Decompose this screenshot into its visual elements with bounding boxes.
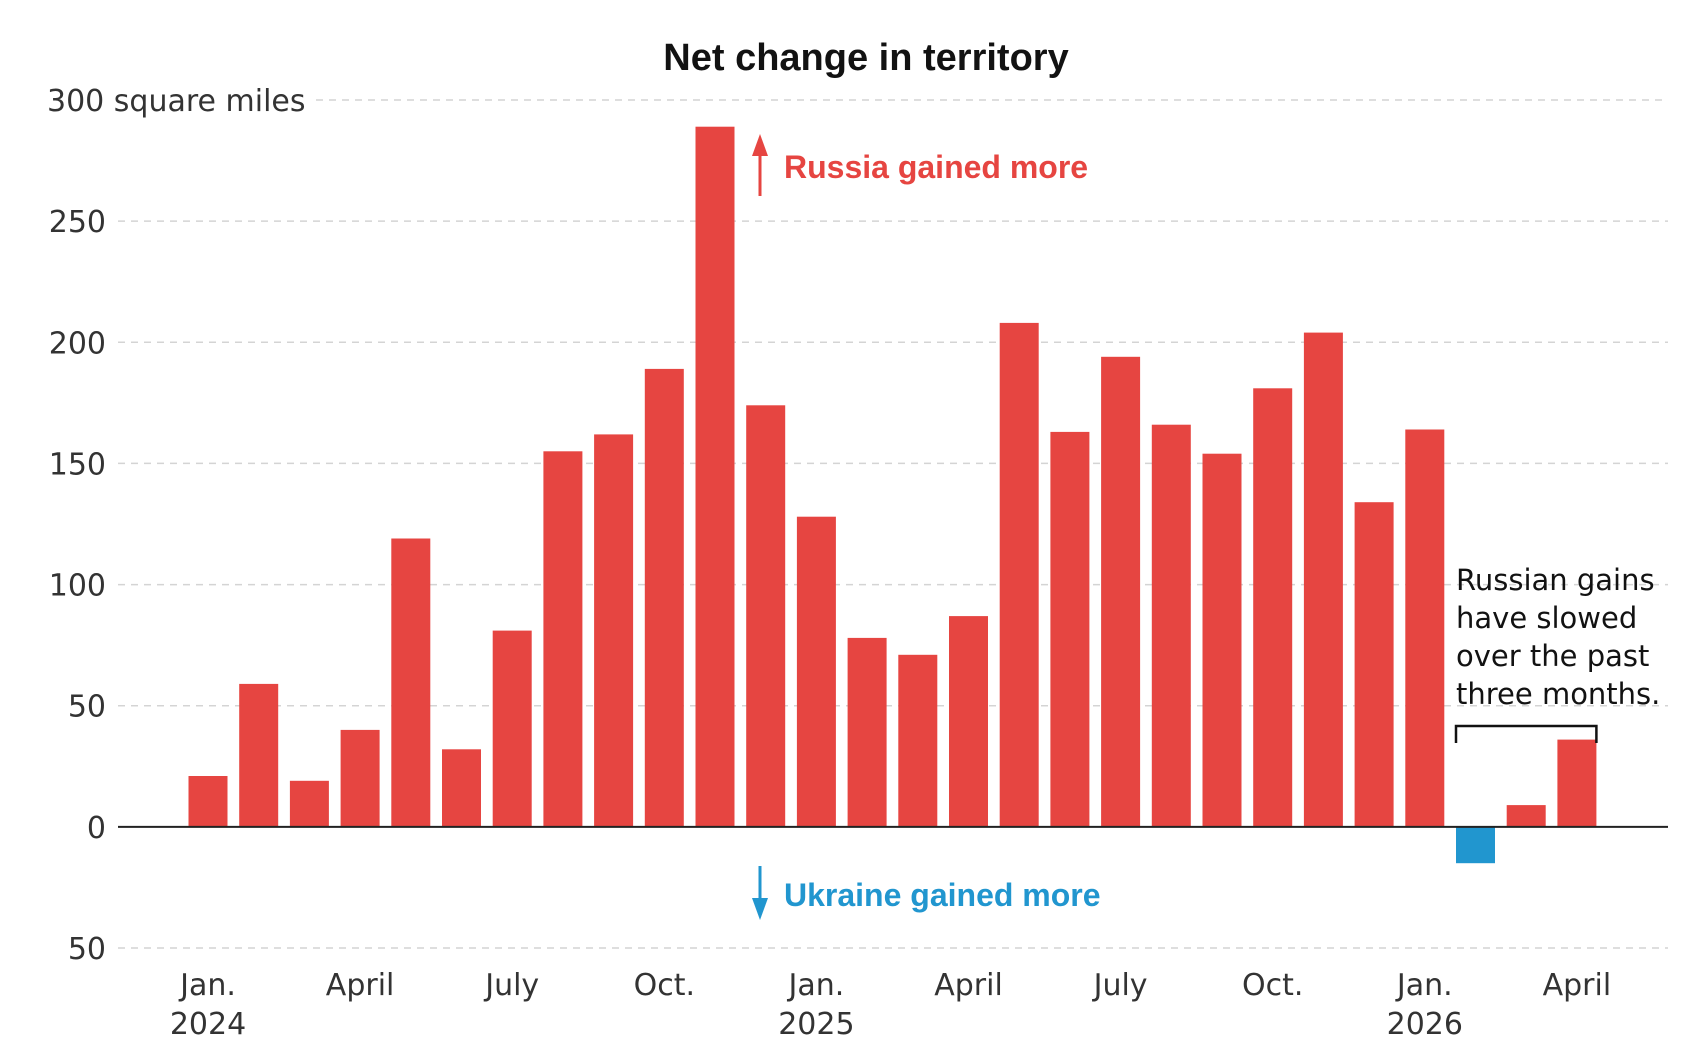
bar-2024-04 [340, 729, 380, 827]
bar-2025-03 [898, 654, 938, 827]
x-axis-ticks: Jan. 2024 April July Oct. Jan. 2025 April July Oc… [170, 968, 1611, 1042]
x-tick-label: April [1543, 968, 1612, 1003]
bars [188, 126, 1597, 864]
y-tick-label: 50 [68, 690, 106, 725]
slowdown-note: Russian gains have slowed over the past thr… [1454, 563, 1660, 743]
bar-2025-05 [999, 322, 1039, 827]
bar-2024-07 [492, 630, 532, 827]
bar-2025-07 [1101, 356, 1141, 827]
x-tick-label: April [934, 968, 1003, 1003]
y-tick-label: 250 [49, 205, 106, 240]
bar-2024-11 [695, 126, 735, 827]
x-tick-label: July [483, 968, 539, 1003]
bar-2025-02 [847, 637, 887, 827]
y-tick-label: 200 [49, 326, 106, 361]
note-text-line: three months. [1456, 677, 1660, 711]
note-text-line: over the past [1456, 639, 1649, 673]
x-tick-label: Jan. [178, 968, 236, 1003]
bar-2025-09 [1202, 453, 1242, 827]
y-tick-label: 50 [68, 932, 106, 967]
bar-2024-05 [391, 538, 431, 827]
bar-2026-01 [1405, 429, 1445, 827]
y-axis-ticks: 300 square miles 250 200 150 100 50 0 50 [47, 84, 306, 967]
annotations: Russia gained more Ukraine gained more R… [752, 134, 1660, 920]
chart-title: Net change in territory [663, 37, 1068, 79]
y-tick-label: 0 [87, 811, 106, 846]
bar-2024-03 [289, 780, 329, 827]
bar-2024-09 [594, 434, 634, 827]
bar-2024-06 [442, 749, 481, 827]
russia-arrow-icon [752, 134, 768, 196]
x-tick-label: July [1092, 968, 1148, 1003]
bar-2026-03 [1506, 805, 1546, 827]
bar-2025-10 [1253, 388, 1293, 827]
bar-2026-04 [1557, 739, 1597, 827]
note-text-line: have slowed [1456, 601, 1637, 635]
bar-2025-01 [796, 516, 836, 827]
y-tick-label: 150 [49, 447, 106, 482]
x-tick-label: Jan. [787, 968, 845, 1003]
x-tick-label: April [326, 968, 395, 1003]
bar-2026-02 [1456, 826, 1495, 864]
x-tick-label: Oct. [634, 968, 695, 1003]
x-tick-label: 2026 [1387, 1007, 1463, 1042]
bar-2025-06 [1050, 431, 1090, 827]
x-tick-label: 2025 [778, 1007, 854, 1042]
bar-2024-01 [188, 776, 228, 827]
ukraine-arrow-icon [752, 866, 768, 920]
russia-gained-label: Russia gained more [784, 149, 1088, 185]
x-tick-label: Oct. [1242, 968, 1303, 1003]
bar-2024-10 [644, 368, 684, 827]
x-tick-label: Jan. [1395, 968, 1453, 1003]
x-tick-label: 2024 [170, 1007, 246, 1042]
y-tick-label: 100 [49, 569, 106, 604]
bar-2024-08 [543, 451, 583, 827]
bar-2025-12 [1354, 502, 1394, 827]
bar-2024-02 [239, 683, 279, 827]
y-tick-label: 300 square miles [47, 84, 306, 119]
bar-2025-04 [949, 616, 988, 827]
note-text-line: Russian gains [1456, 563, 1655, 597]
note-bracket [1454, 724, 1598, 743]
ukraine-gained-label: Ukraine gained more [784, 877, 1101, 913]
bar-2025-08 [1151, 424, 1191, 827]
bar-2025-11 [1303, 332, 1343, 827]
bar-2024-12 [746, 405, 786, 827]
